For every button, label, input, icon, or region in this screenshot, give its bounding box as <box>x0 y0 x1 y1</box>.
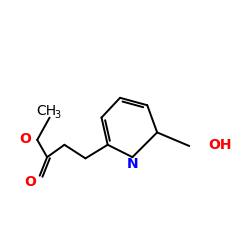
Text: OH: OH <box>208 138 231 152</box>
Text: CH: CH <box>36 104 57 118</box>
Text: 3: 3 <box>54 110 60 120</box>
Text: O: O <box>20 132 32 145</box>
Text: N: N <box>126 157 138 171</box>
Text: O: O <box>24 175 36 189</box>
